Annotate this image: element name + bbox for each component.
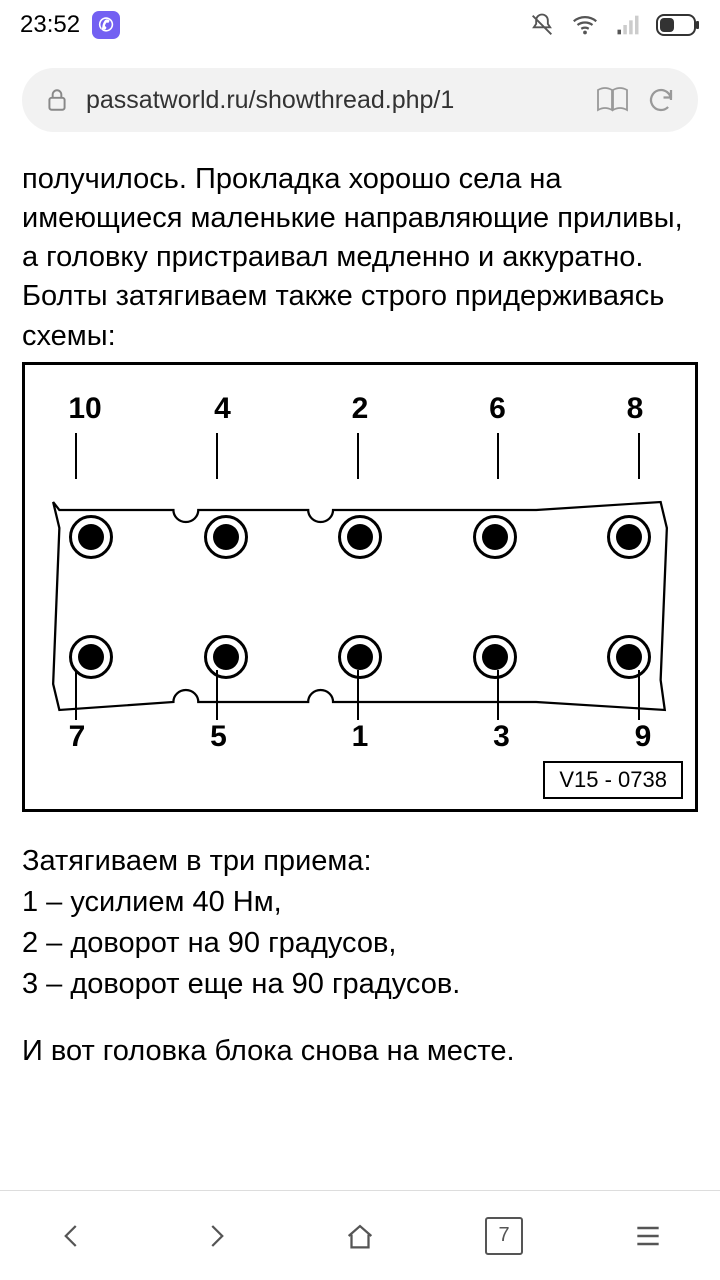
bolt-4 bbox=[204, 515, 248, 559]
page-content: получилось. Прокладка хорошо села на име… bbox=[0, 142, 720, 1071]
status-icons bbox=[528, 10, 700, 40]
mute-icon bbox=[528, 11, 556, 39]
url-bar[interactable]: passatworld.ru/showthread.php/1 bbox=[22, 68, 698, 132]
tab-count: 7 bbox=[485, 1217, 523, 1255]
bolt-row-top bbox=[49, 515, 671, 559]
bolt-8 bbox=[607, 515, 651, 559]
signal-icon bbox=[614, 11, 642, 39]
bolt-2 bbox=[338, 515, 382, 559]
battery-icon bbox=[656, 14, 700, 36]
bolt-3 bbox=[473, 635, 517, 679]
url-text: passatworld.ru/showthread.php/1 bbox=[86, 86, 580, 115]
reload-icon[interactable] bbox=[646, 85, 676, 115]
wifi-icon bbox=[570, 10, 600, 40]
bolt-1 bbox=[338, 635, 382, 679]
bolt-9 bbox=[607, 635, 651, 679]
browser-nav: 7 bbox=[0, 1190, 720, 1280]
clock: 23:52 bbox=[20, 11, 80, 39]
viber-icon: ✆ bbox=[92, 11, 120, 39]
tabs-button[interactable]: 7 bbox=[479, 1211, 529, 1261]
forward-button[interactable] bbox=[191, 1211, 241, 1261]
tightening-steps: Затягиваем в три приема: 1 – усилием 40 … bbox=[22, 842, 698, 1005]
bolt-5 bbox=[204, 635, 248, 679]
gasket-outline bbox=[49, 480, 671, 730]
home-button[interactable] bbox=[335, 1211, 385, 1261]
torque-diagram: 10 4 2 6 8 bbox=[22, 362, 698, 812]
bolt-6 bbox=[473, 515, 517, 559]
top-labels: 10 4 2 6 8 bbox=[35, 389, 685, 430]
paragraph-2: И вот головка блока снова на месте. bbox=[22, 1032, 698, 1071]
bolt-row-bottom bbox=[49, 635, 671, 679]
paragraph-1: получилось. Прокладка хорошо села на име… bbox=[22, 160, 698, 356]
lock-icon bbox=[44, 87, 70, 113]
bottom-labels: 7 5 1 3 9 bbox=[25, 717, 695, 758]
menu-button[interactable] bbox=[623, 1211, 673, 1261]
back-button[interactable] bbox=[47, 1211, 97, 1261]
reader-icon[interactable] bbox=[596, 86, 630, 114]
status-bar: 23:52 ✆ bbox=[0, 0, 720, 50]
diagram-ref: V15 - 0738 bbox=[543, 761, 683, 799]
bolt-10 bbox=[69, 515, 113, 559]
